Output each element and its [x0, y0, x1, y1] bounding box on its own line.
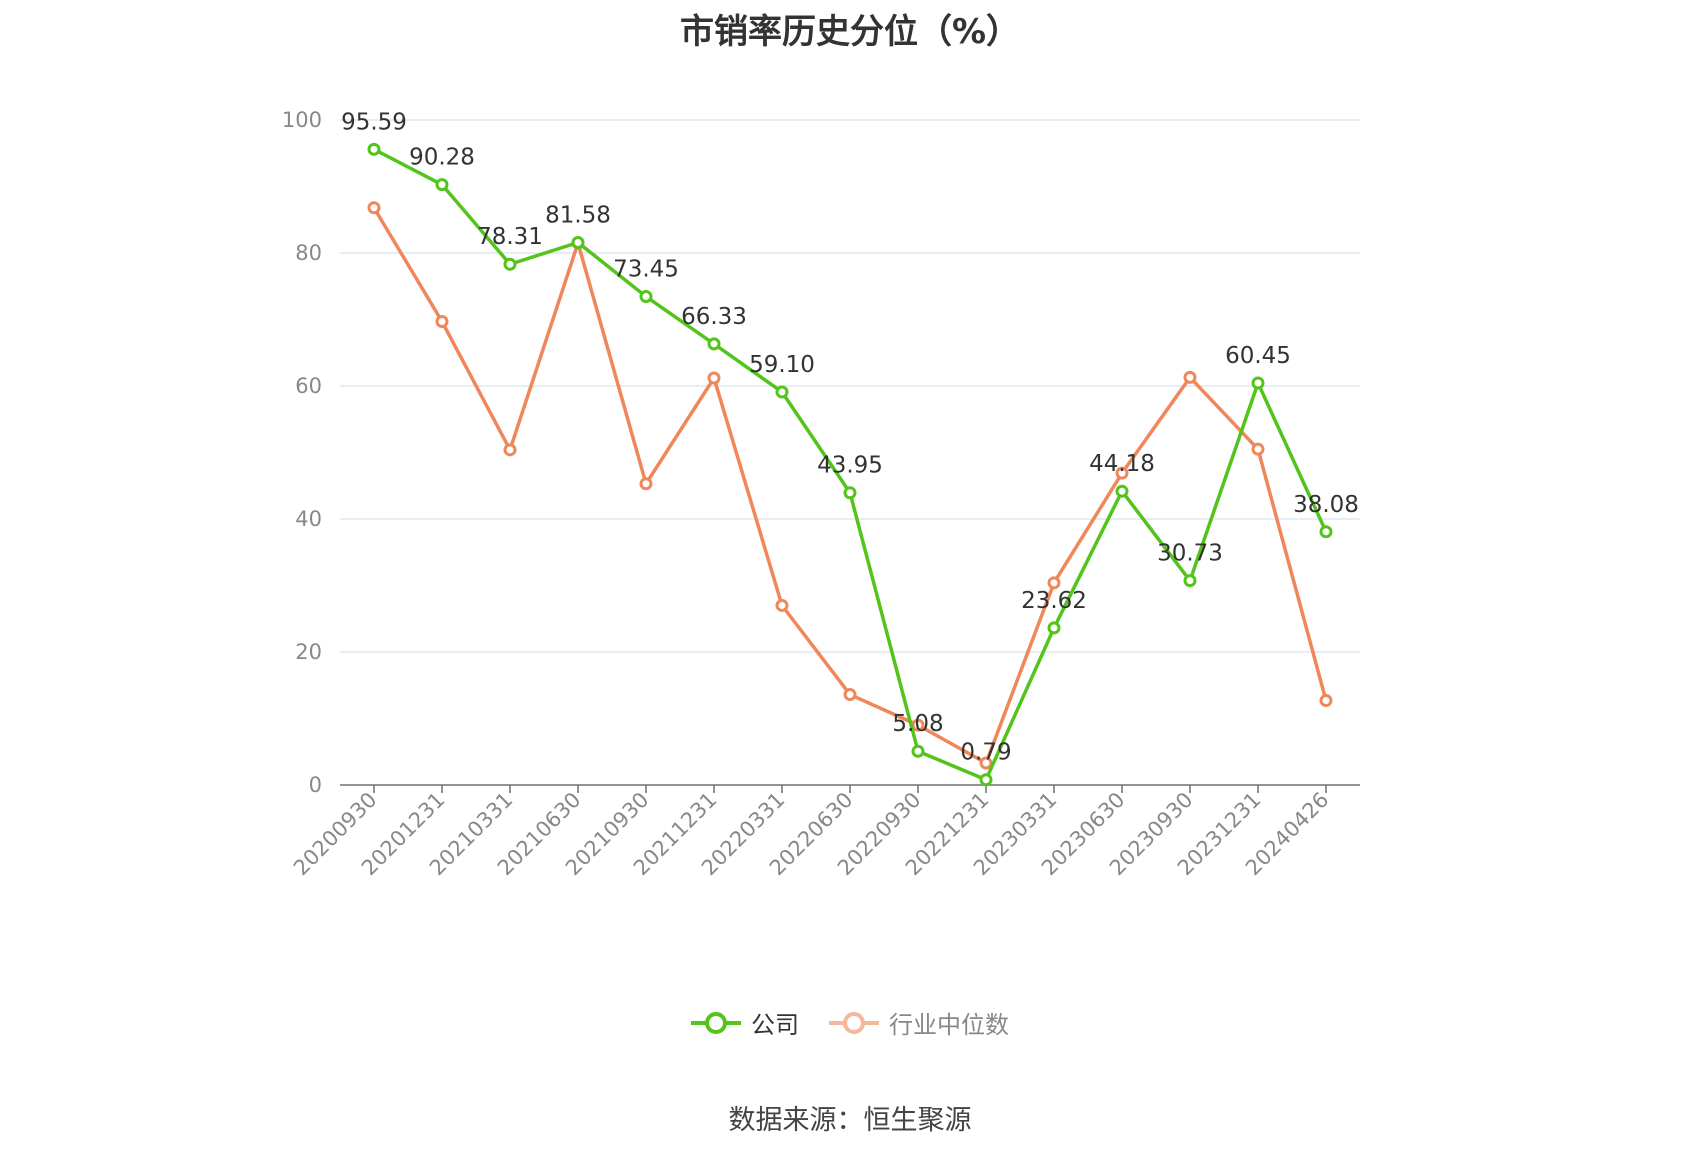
y-tick-label: 20	[295, 640, 322, 664]
data-label: 66.33	[681, 304, 747, 330]
data-point	[367, 201, 381, 215]
data-point	[775, 598, 789, 612]
y-tick-label: 100	[282, 108, 322, 132]
data-label: 73.45	[613, 257, 679, 283]
data-point	[367, 142, 381, 156]
data-point	[1115, 484, 1129, 498]
y-tick-label: 80	[295, 241, 322, 265]
grid-lines	[340, 119, 1360, 653]
data-point	[1047, 621, 1061, 635]
data-label: 81.58	[545, 202, 611, 228]
data-point	[911, 744, 925, 758]
legend-item-industry-median[interactable]: 行业中位数	[829, 1005, 1009, 1040]
data-point	[435, 178, 449, 192]
legend: 公司 行业中位数	[0, 1005, 1700, 1040]
data-point	[843, 688, 857, 702]
data-point	[707, 371, 721, 385]
data-label: 30.73	[1157, 541, 1223, 567]
data-point	[639, 290, 653, 304]
chart-title: 市销率历史分位（%）	[679, 12, 1021, 52]
data-point	[979, 756, 993, 770]
legend-item-company[interactable]: 公司	[691, 1005, 799, 1040]
data-point	[1319, 525, 1333, 539]
data-point	[707, 337, 721, 351]
data-point	[979, 773, 993, 787]
data-point	[1319, 694, 1333, 708]
data-label: 90.28	[409, 145, 475, 171]
data-point	[435, 314, 449, 328]
data-point	[503, 257, 517, 271]
data-label: 78.31	[477, 224, 543, 250]
data-point	[571, 235, 585, 249]
data-point	[503, 443, 517, 457]
data-point	[1115, 466, 1129, 480]
series-line	[372, 206, 1328, 765]
legend-line-marker-icon	[691, 1011, 741, 1034]
line-chart: 0 20 40 60 80 100 202009302020123120210331202…	[282, 108, 1360, 880]
series-layer	[367, 142, 1333, 787]
legend-label-company: 公司	[751, 1011, 799, 1039]
legend-line-marker-icon	[829, 1011, 879, 1034]
data-point	[775, 385, 789, 399]
data-label: 23.62	[1021, 588, 1087, 614]
data-label: 5.08	[892, 711, 943, 737]
y-tick-label: 40	[295, 507, 322, 531]
legend-label-industry-median: 行业中位数	[889, 1011, 1009, 1039]
data-point	[911, 718, 925, 732]
data-point	[1251, 442, 1265, 456]
data-point	[1251, 376, 1265, 390]
x-axis-ticks: 2020093020201231202103312021063020210930…	[289, 785, 1334, 880]
data-label: 0.79	[960, 740, 1011, 766]
data-label: 60.45	[1225, 343, 1291, 369]
y-axis-ticks: 0 20 40 60 80 100	[282, 108, 322, 797]
data-label: 59.10	[749, 352, 815, 378]
data-point	[1047, 576, 1061, 590]
data-label: 43.95	[817, 453, 883, 479]
data-point	[639, 477, 653, 491]
data-label: 38.08	[1293, 492, 1359, 518]
y-tick-label: 0	[309, 773, 322, 797]
data-label: 44.18	[1089, 451, 1155, 477]
data-label: 95.59	[341, 109, 407, 135]
y-tick-label: 60	[295, 374, 322, 398]
data-point	[843, 486, 857, 500]
data-source-note: 数据来源：恒生聚源	[728, 1105, 972, 1136]
data-point	[1183, 370, 1197, 384]
data-point	[1183, 574, 1197, 588]
